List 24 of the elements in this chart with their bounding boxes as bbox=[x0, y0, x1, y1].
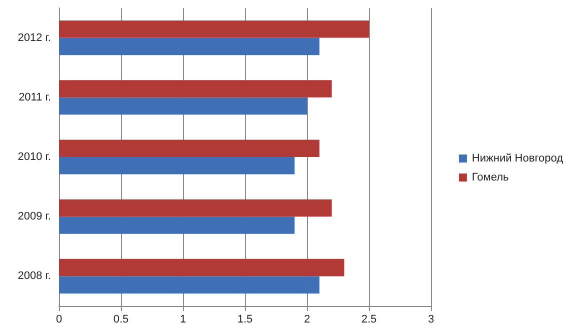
legend-label: Нижний Новгород bbox=[472, 152, 564, 164]
bar bbox=[59, 276, 320, 294]
x-tick-label: 2 bbox=[304, 314, 310, 326]
x-tick-label: 0.5 bbox=[113, 314, 129, 326]
bar bbox=[59, 80, 332, 98]
y-tick-label: 2009 г. bbox=[18, 210, 51, 223]
x-tick-label: 2.5 bbox=[361, 314, 377, 326]
bar bbox=[59, 140, 320, 157]
x-tick-label: 1 bbox=[180, 314, 186, 326]
bar bbox=[59, 157, 295, 174]
bar bbox=[59, 38, 320, 56]
bar bbox=[59, 216, 295, 234]
x-tick-label: 1.5 bbox=[237, 314, 253, 326]
y-tick-label: 2010 г. bbox=[18, 151, 51, 163]
x-tick-label: 0 bbox=[56, 314, 62, 326]
legend-label: Гомель bbox=[472, 172, 509, 184]
y-tick-label: 2011 г. bbox=[18, 91, 51, 104]
y-tick-label: 2008 г. bbox=[18, 270, 51, 282]
bar bbox=[59, 20, 369, 38]
bar bbox=[59, 258, 344, 276]
y-tick-label: 2012 г. bbox=[18, 32, 51, 44]
bar bbox=[59, 97, 307, 115]
x-tick-label: 3 bbox=[428, 314, 434, 326]
bar bbox=[59, 199, 332, 217]
